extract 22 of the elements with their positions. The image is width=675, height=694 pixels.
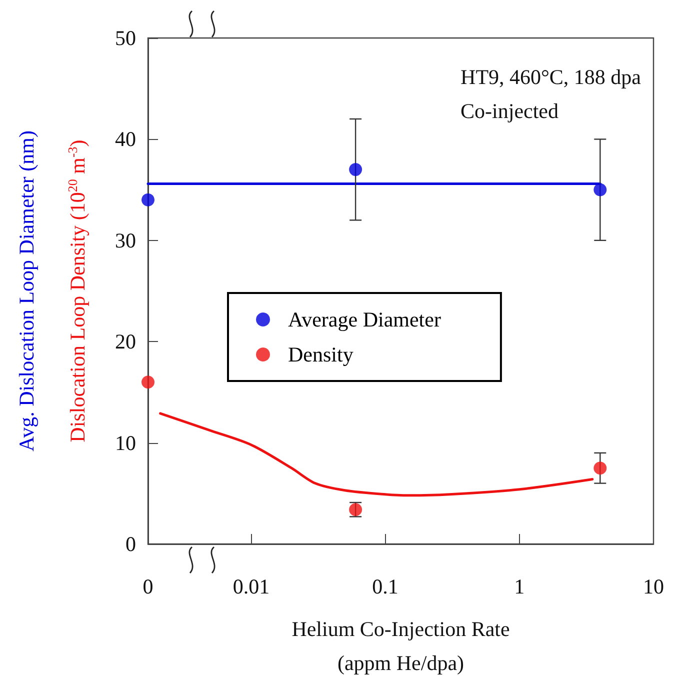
x-tick-label: 0.1 [372,574,398,598]
annotation: Co-injected [460,99,559,123]
point [142,376,154,389]
y-tick-label: 30 [115,228,136,252]
point [594,183,607,196]
y2-axis-title: Dislocation Loop Density (1020 m-3) [65,140,90,442]
x-tick-label: 10 [643,574,664,598]
y-tick-label: 10 [115,430,136,455]
y-tick-label: 0 [126,532,136,556]
y-tick-label: 20 [115,330,136,354]
legend-label: Average Diameter [288,308,441,332]
y-tick-label: 50 [115,26,136,50]
x-tick-label: 1 [514,574,525,598]
point [594,462,607,475]
x-axis-title: Helium Co-Injection Rate (appm He/dpa) [292,617,510,675]
x-tick-label: 0 [142,574,154,598]
x-tick-label: 0.01 [232,574,270,598]
legend-label: Density [288,342,354,366]
annotation: HT9, 460°C, 188 dpa [460,65,642,89]
y-tick-label: 40 [115,127,136,152]
y-axis-title: Avg. Dislocation Loop Diameter (nm) [14,130,38,452]
point [142,193,154,206]
